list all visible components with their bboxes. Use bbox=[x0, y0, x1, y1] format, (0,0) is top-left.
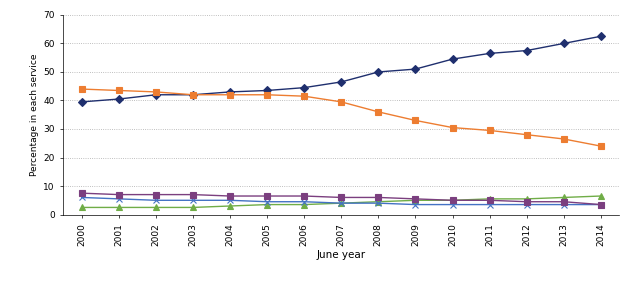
X-axis label: June year: June year bbox=[317, 250, 366, 260]
Y-axis label: Percentage in each service: Percentage in each service bbox=[30, 53, 39, 176]
